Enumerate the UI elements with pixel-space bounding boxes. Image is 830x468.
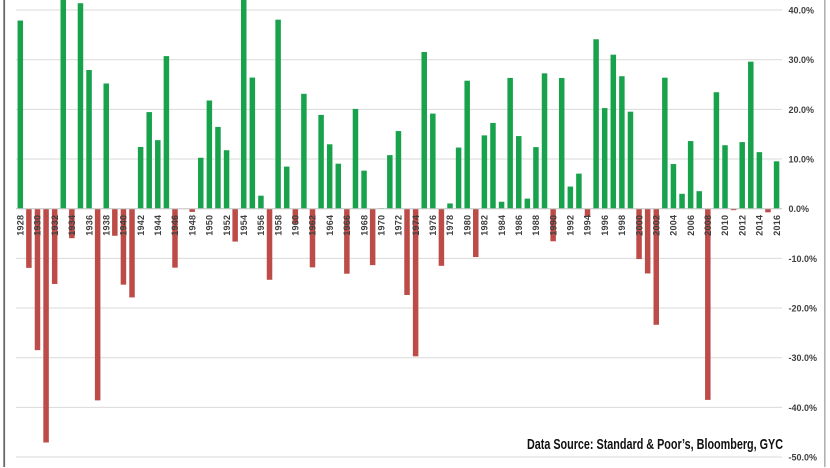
svg-text:2016: 2016	[772, 215, 782, 236]
svg-text:1960: 1960	[291, 215, 301, 236]
svg-text:1940: 1940	[119, 215, 129, 236]
svg-text:2002: 2002	[651, 215, 661, 236]
svg-text:30.0%: 30.0%	[789, 55, 815, 65]
svg-text:1992: 1992	[566, 215, 576, 236]
svg-text:1938: 1938	[101, 215, 111, 236]
svg-text:-40.0%: -40.0%	[789, 403, 818, 413]
svg-text:1964: 1964	[325, 215, 335, 236]
svg-text:Data Source: Standard & Poor’s: Data Source: Standard & Poor’s, Bloomber…	[527, 436, 783, 453]
svg-text:2012: 2012	[737, 215, 747, 236]
svg-text:2004: 2004	[669, 215, 679, 236]
svg-text:1990: 1990	[548, 215, 558, 236]
svg-text:1972: 1972	[394, 215, 404, 236]
svg-text:1928: 1928	[16, 215, 26, 236]
svg-text:10.0%: 10.0%	[789, 154, 815, 164]
svg-text:1994: 1994	[583, 215, 593, 236]
svg-text:1950: 1950	[205, 215, 215, 236]
svg-text:1954: 1954	[239, 215, 249, 236]
svg-text:1944: 1944	[153, 215, 163, 236]
svg-text:1932: 1932	[50, 215, 60, 236]
svg-text:1982: 1982	[480, 215, 490, 236]
svg-text:-50.0%: -50.0%	[789, 452, 818, 462]
svg-text:1974: 1974	[411, 215, 421, 236]
svg-text:-20.0%: -20.0%	[789, 303, 818, 313]
svg-text:1984: 1984	[497, 215, 507, 236]
svg-text:1996: 1996	[600, 215, 610, 236]
svg-text:-30.0%: -30.0%	[789, 353, 818, 363]
svg-text:40.0%: 40.0%	[789, 5, 815, 15]
svg-text:20.0%: 20.0%	[789, 105, 815, 115]
svg-text:1966: 1966	[342, 215, 352, 236]
svg-text:1976: 1976	[428, 215, 438, 236]
svg-text:1980: 1980	[462, 215, 472, 236]
svg-text:1936: 1936	[84, 215, 94, 236]
svg-text:1942: 1942	[136, 215, 146, 236]
svg-text:1952: 1952	[222, 215, 232, 236]
svg-text:2006: 2006	[686, 215, 696, 236]
svg-text:1986: 1986	[514, 215, 524, 236]
svg-text:-10.0%: -10.0%	[789, 254, 818, 264]
svg-text:1970: 1970	[376, 215, 386, 236]
svg-text:1988: 1988	[531, 215, 541, 236]
svg-text:2008: 2008	[703, 215, 713, 236]
svg-text:1998: 1998	[617, 215, 627, 236]
svg-text:2010: 2010	[720, 215, 730, 236]
svg-text:2000: 2000	[634, 215, 644, 236]
svg-text:1958: 1958	[273, 215, 283, 236]
svg-text:1930: 1930	[33, 215, 43, 236]
svg-text:1962: 1962	[308, 215, 318, 236]
svg-text:0.0%: 0.0%	[789, 204, 810, 214]
svg-text:2014: 2014	[755, 215, 765, 236]
svg-text:1956: 1956	[256, 215, 266, 236]
svg-text:1946: 1946	[170, 215, 180, 236]
svg-text:1978: 1978	[445, 215, 455, 236]
svg-text:1948: 1948	[187, 215, 197, 236]
svg-text:1934: 1934	[67, 215, 77, 236]
svg-text:1968: 1968	[359, 215, 369, 236]
